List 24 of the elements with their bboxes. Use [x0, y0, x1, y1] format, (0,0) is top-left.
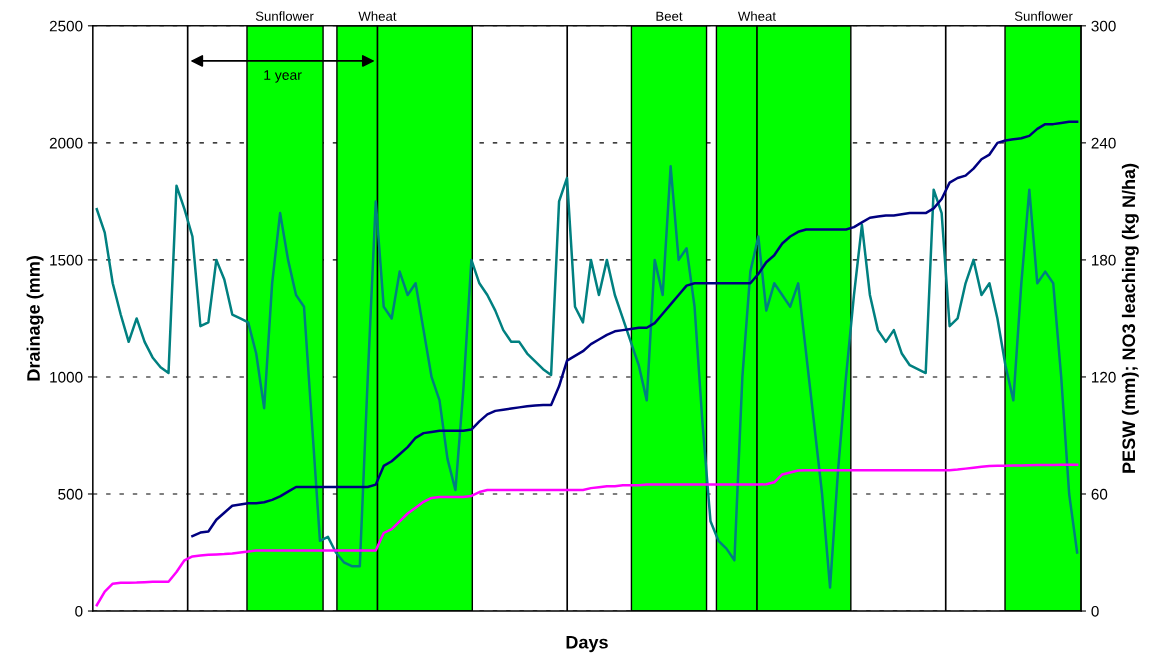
line-series: [95, 463, 1079, 607]
y-tick-label: 2000: [49, 137, 83, 149]
y2-tick-label: 240: [1091, 137, 1116, 149]
text: Sunflower: [1014, 11, 1073, 21]
y-tick-label: 1000: [50, 371, 83, 383]
x-axis-title: Days: [566, 635, 608, 653]
y2-tick-label: 120: [1092, 371, 1116, 383]
y2-axis-title: PESW (mm); NO3 leaching (kg N/ha): [1121, 163, 1139, 473]
line-series: [95, 165, 1079, 589]
text: Wheat: [737, 11, 776, 21]
y-tick-label: 0: [75, 605, 83, 617]
y2-tick-label: 180: [1092, 254, 1116, 266]
line-series: [191, 120, 1079, 538]
text: Beet: [656, 11, 683, 21]
y2-tick-label: 0: [1091, 605, 1099, 617]
y-tick-label: 2500: [49, 20, 83, 32]
y2-tick-label: 60: [1091, 488, 1108, 500]
text: Sunflower: [255, 11, 314, 21]
y2-tick-label: 300: [1091, 20, 1116, 32]
y-axis-title: Drainage (mm): [26, 256, 44, 381]
text: Wheat: [358, 11, 397, 21]
y-tick-label: 1500: [50, 254, 83, 266]
annotation: 1 year: [264, 70, 302, 83]
y-tick-label: 500: [58, 488, 83, 500]
